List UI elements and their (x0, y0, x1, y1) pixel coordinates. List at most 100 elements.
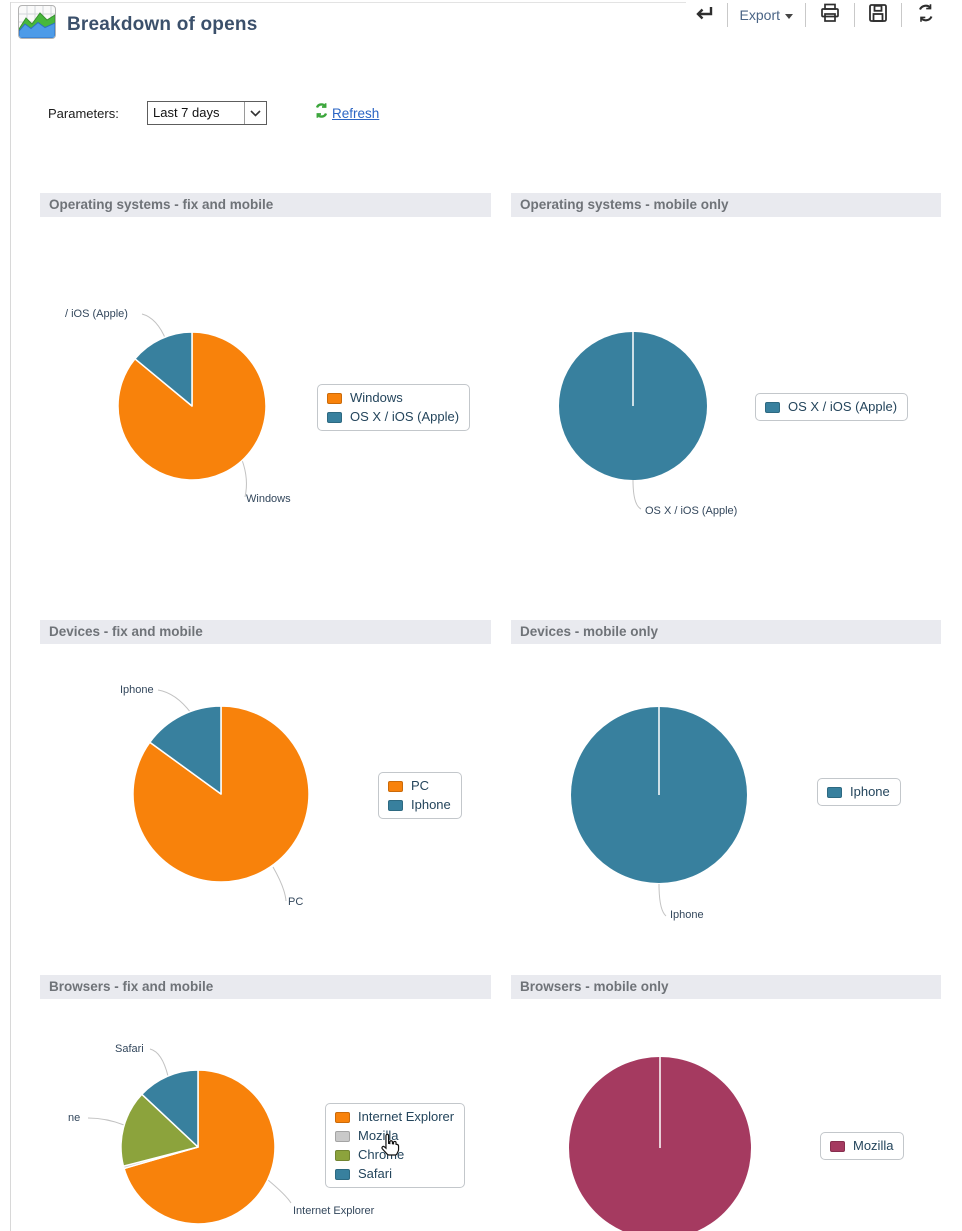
page-header: Breakdown of opens (17, 4, 257, 46)
export-label: Export (739, 7, 780, 23)
legend: OS X / iOS (Apple) (755, 393, 909, 421)
pie-callout-label: PC (288, 896, 304, 908)
toolbar-divider (901, 3, 902, 27)
pie-slice-windows[interactable] (117, 331, 267, 481)
chart-block-os-fix-mobile: Operating systems - fix and mobile / iOS… (40, 193, 491, 597)
section-title: Operating systems - fix and mobile (40, 193, 491, 217)
legend-label: Internet Explorer (358, 1109, 455, 1124)
callout-line (149, 1048, 169, 1077)
section-title: Browsers - mobile only (511, 975, 941, 999)
reload-button[interactable] (911, 0, 940, 31)
chevron-down-icon[interactable] (244, 102, 266, 124)
save-button[interactable] (864, 0, 892, 31)
callout-line (141, 313, 167, 341)
callout-line (272, 866, 287, 902)
reload-icon (914, 2, 937, 29)
legend-label: Iphone (411, 797, 451, 812)
legend-item-mozilla[interactable]: Mozilla (830, 1139, 893, 1153)
legend: Iphone (817, 778, 901, 806)
toolbar: Export (688, 2, 940, 28)
legend-swatch (388, 780, 403, 792)
pie-chart-area: Iphone PC PC Iphone (40, 644, 491, 974)
pie-callout-label: Internet Explorer (293, 1205, 375, 1217)
print-button[interactable] (815, 0, 845, 31)
date-range-select[interactable]: Last 7 days (147, 101, 267, 125)
pie-svg (132, 689, 310, 902)
pie-chart-area: Safari ne Internet Explorer Internet Explor… (40, 999, 491, 1231)
legend-label: Iphone (850, 784, 890, 799)
pie-callout-label: Iphone (670, 909, 704, 921)
chart-block-devices-fix-mobile: Devices - fix and mobile Iphone PC PC Iphon… (40, 620, 491, 974)
pie-callout-label: ne (68, 1112, 81, 1124)
toolbar-divider (805, 3, 806, 27)
pie-callout-label: / iOS (Apple) (65, 308, 128, 320)
parameters-row: Parameters: Last 7 days Refresh (48, 101, 379, 125)
toolbar-divider (854, 3, 855, 27)
pie-slice-internet-explorer[interactable] (123, 1069, 276, 1225)
legend-label: Safari (358, 1166, 392, 1181)
legend-item-pc[interactable]: PC (388, 779, 451, 793)
section-title: Devices - fix and mobile (40, 620, 491, 644)
refresh-link-group[interactable]: Refresh (313, 102, 379, 124)
pie-slice-os-x-ios-apple-[interactable] (134, 331, 193, 407)
legend-swatch (830, 1140, 845, 1152)
pie-callout-label: OS X / iOS (Apple) (645, 505, 738, 517)
callout-line (267, 1179, 292, 1204)
chart-block-devices-mobile: Devices - mobile only Iphone Iphone (511, 620, 941, 974)
legend-item-internet-explorer[interactable]: Internet Explorer (335, 1110, 454, 1124)
legend-swatch (765, 401, 780, 413)
pie-svg (87, 1048, 292, 1225)
chart-block-browsers-fix-mobile: Browsers - fix and mobile Safari ne Intern… (40, 975, 491, 1231)
pie-slice-iphone[interactable] (149, 705, 222, 795)
back-arrow-icon (691, 2, 715, 29)
chart-block-browsers-mobile: Browsers - mobile only Mozilla (511, 975, 941, 1231)
pie-slice-chrome[interactable] (120, 1093, 199, 1167)
refresh-icon (313, 102, 330, 124)
section-title: Devices - mobile only (511, 620, 941, 644)
legend-label: OS X / iOS (Apple) (788, 399, 898, 414)
save-icon (867, 2, 889, 29)
legend-item-iphone[interactable]: Iphone (388, 798, 451, 812)
legend-swatch (335, 1130, 350, 1142)
legend: Mozilla (820, 1132, 905, 1160)
panel-border-top (10, 2, 686, 3)
chart-icon (17, 4, 57, 46)
legend-item-iphone[interactable]: Iphone (827, 785, 890, 799)
legend-label: OS X / iOS (Apple) (350, 409, 460, 424)
legend-swatch (335, 1149, 350, 1161)
date-range-value: Last 7 days (153, 105, 220, 120)
page-title: Breakdown of opens (67, 14, 258, 35)
legend-swatch (335, 1111, 350, 1123)
back-button[interactable] (688, 0, 718, 31)
pie-svg (559, 332, 707, 510)
legend-label: Mozilla (853, 1138, 894, 1153)
legend-label: PC (411, 778, 430, 793)
pie-chart-area: / iOS (Apple) Windows Windows OS X / iOS (A… (40, 217, 491, 597)
callout-line (658, 883, 667, 917)
callout-line (157, 689, 192, 714)
legend-swatch (335, 1168, 350, 1180)
pie-callout-label: Windows (246, 493, 291, 505)
legend: Windows OS X / iOS (Apple) (317, 384, 471, 431)
toolbar-divider (726, 3, 728, 27)
legend-swatch (827, 786, 842, 798)
pie-chart-area: Iphone Iphone (511, 644, 941, 974)
export-button[interactable]: Export (737, 5, 796, 25)
pie-chart-area: OS X / iOS (Apple) OS X / iOS (Apple) (511, 217, 941, 597)
refresh-link[interactable]: Refresh (332, 105, 380, 121)
legend-swatch (388, 799, 403, 811)
legend-item-os-x-ios-apple-[interactable]: OS X / iOS (Apple) (765, 400, 897, 414)
pie-callout-label: Iphone (120, 684, 154, 696)
printer-icon (818, 2, 842, 29)
hand-cursor-icon (377, 1131, 403, 1163)
legend-item-safari[interactable]: Safari (335, 1167, 454, 1181)
legend-label: Windows (350, 390, 403, 405)
legend-item-windows[interactable]: Windows (327, 391, 459, 405)
pie-slice-safari[interactable] (141, 1069, 199, 1148)
callout-line (632, 479, 642, 510)
legend-item-os-x-ios-apple-[interactable]: OS X / iOS (Apple) (327, 410, 459, 424)
chart-block-os-mobile: Operating systems - mobile only OS X / i… (511, 193, 941, 597)
pie-svg (569, 1057, 751, 1231)
pie-chart-area: Mozilla (511, 999, 941, 1231)
legend: PC Iphone (378, 772, 462, 819)
